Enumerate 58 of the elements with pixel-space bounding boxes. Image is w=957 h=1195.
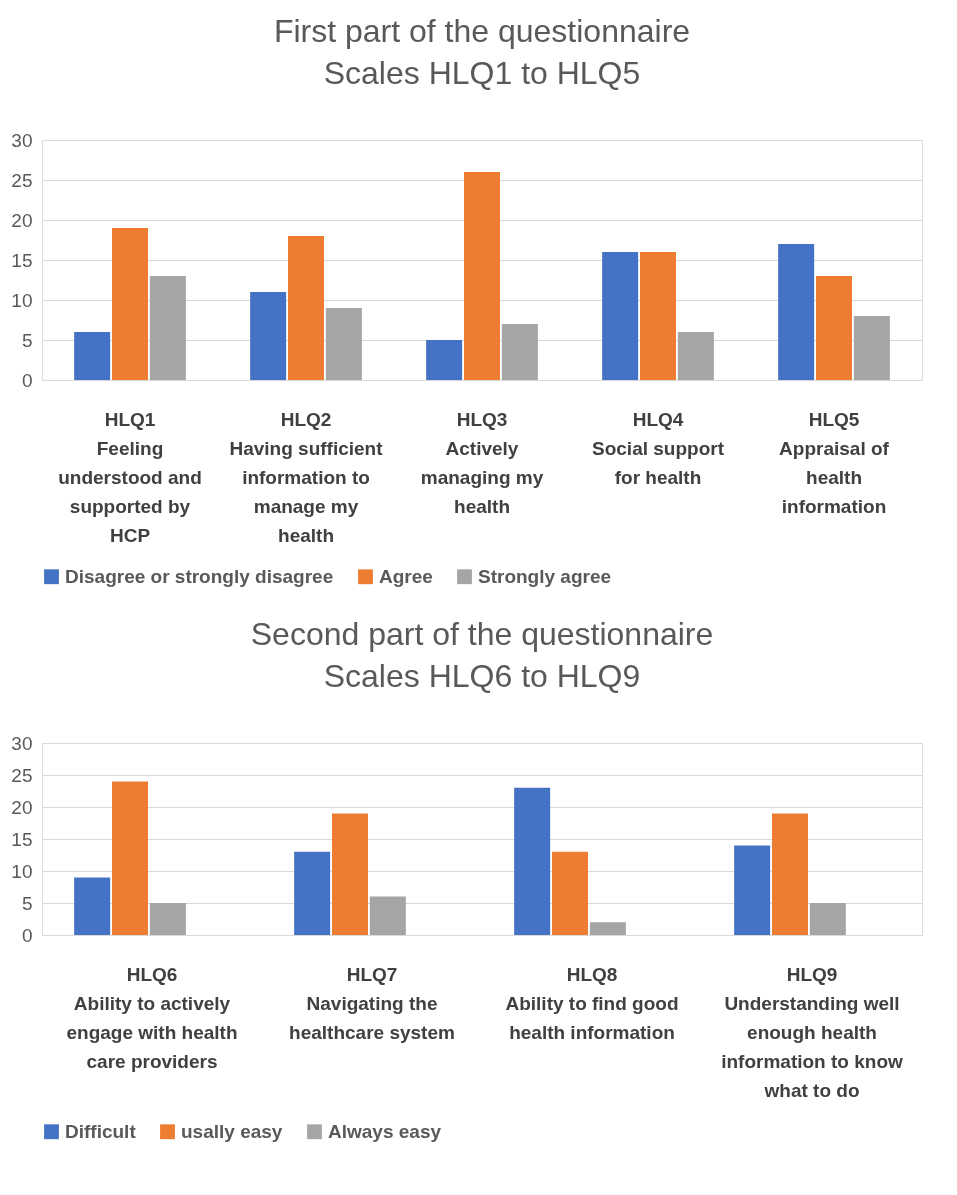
y-tick-label: 25 (11, 764, 33, 786)
y-tick-label: 20 (11, 796, 33, 818)
x-tick-label: HLQ4 Social support for health (592, 408, 725, 488)
bar (734, 845, 771, 935)
x-tick-label: HLQ6 Ability to actively engage with health care providers (66, 963, 238, 1072)
bar (74, 332, 111, 380)
bar (853, 316, 890, 380)
legend-label: Agree (379, 565, 433, 587)
y-tick-label: 30 (11, 732, 33, 754)
y-tick-label: 20 (11, 209, 33, 231)
bar (149, 276, 186, 380)
bar (677, 332, 714, 380)
y-tick-label: 0 (21, 924, 33, 946)
bar (809, 903, 846, 935)
x-tick-label: HLQ8 Ability to find good health information (505, 963, 679, 1043)
bar (514, 787, 551, 935)
bar (816, 276, 852, 380)
bar (501, 324, 538, 380)
y-tick-label: 30 (11, 129, 33, 151)
y-tick-label: 5 (21, 329, 33, 351)
bar (552, 851, 588, 935)
bar (149, 903, 186, 935)
bar (589, 922, 626, 935)
bar (602, 252, 639, 380)
x-tick-label: HLQ7 Navigating the healthcare system (289, 963, 455, 1043)
bar (294, 851, 331, 935)
legend-label: Strongly agree (478, 565, 612, 587)
chart-title: First part of the questionnaire Scales HLQ1 to HLQ5 (273, 13, 691, 91)
legend-label: Always easy (328, 1120, 442, 1142)
bar (325, 308, 362, 380)
bar (772, 813, 808, 935)
bar (74, 877, 111, 935)
chart-title: Second part of the questionnaire Scales HLQ6 to HLQ9 (250, 616, 714, 694)
x-tick-label: HLQ5 Appraisal of health information (779, 408, 890, 517)
y-tick-label: 10 (11, 860, 33, 882)
legend-label: Disagree or strongly disagree (65, 565, 334, 587)
x-tick-label: HLQ3 Actively managing my health (420, 408, 544, 517)
bar (464, 172, 500, 380)
y-tick-label: 10 (11, 289, 33, 311)
bar (426, 340, 463, 380)
bar (778, 244, 815, 380)
bar (640, 252, 676, 380)
bar (250, 292, 287, 380)
legend-label: usally easy (181, 1120, 283, 1142)
x-tick-label: HLQ9 Understanding well enough health information to know what to do (721, 963, 903, 1101)
bar (112, 781, 148, 935)
y-tick-label: 15 (11, 249, 33, 271)
x-tick-label: HLQ1 Feeling understood and supported by HCP (58, 408, 202, 546)
bar (112, 228, 148, 380)
y-tick-label: 15 (11, 828, 33, 850)
legend-label: Difficult (65, 1120, 137, 1142)
y-tick-label: 0 (21, 369, 33, 391)
bar (332, 813, 368, 935)
y-tick-label: 5 (21, 892, 33, 914)
y-tick-label: 25 (11, 169, 33, 191)
x-tick-label: HLQ2 Having sufficient information to manage my health (229, 408, 384, 546)
bar (369, 896, 406, 935)
bar (288, 236, 324, 380)
